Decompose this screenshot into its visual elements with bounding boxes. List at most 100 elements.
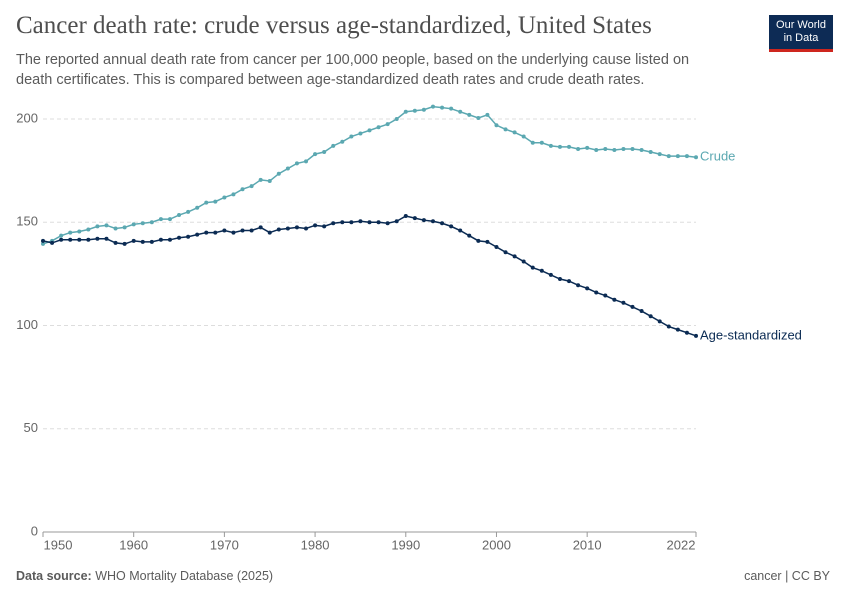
- data-point: [86, 227, 91, 232]
- data-point: [95, 236, 100, 241]
- data-point: [675, 327, 680, 332]
- data-point: [267, 230, 272, 235]
- data-point: [149, 239, 154, 244]
- data-point: [358, 219, 363, 224]
- data-point: [476, 115, 481, 120]
- data-point: [122, 225, 127, 230]
- data-point: [240, 187, 245, 192]
- data-point: [113, 226, 118, 231]
- x-tick-label: 2000: [482, 537, 511, 552]
- data-point: [222, 228, 227, 233]
- data-point: [494, 245, 499, 250]
- logo[interactable]: Our World in Data: [769, 15, 833, 52]
- data-point: [267, 178, 272, 183]
- data-point: [231, 192, 236, 197]
- data-point: [512, 254, 517, 259]
- data-point: [494, 123, 499, 128]
- data-point: [213, 199, 218, 204]
- data-point: [122, 241, 127, 246]
- data-point: [403, 109, 408, 114]
- data-point: [131, 238, 136, 243]
- data-point: [167, 217, 172, 222]
- data-point: [557, 144, 562, 149]
- data-point: [77, 229, 82, 234]
- data-point: [68, 230, 73, 235]
- data-point: [476, 238, 481, 243]
- data-point: [521, 134, 526, 139]
- data-point: [113, 240, 118, 245]
- x-tick-label: 1950: [44, 537, 73, 552]
- data-point: [149, 220, 154, 225]
- data-point: [612, 147, 617, 152]
- data-point: [394, 117, 399, 121]
- data-point: [449, 106, 454, 111]
- data-point: [675, 154, 680, 159]
- data-point: [648, 150, 653, 155]
- data-point: [449, 224, 454, 229]
- subtitle: The reported annual death rate from canc…: [16, 52, 690, 88]
- data-point: [177, 235, 182, 240]
- data-point: [630, 304, 635, 309]
- data-point: [367, 128, 372, 133]
- data-point: [385, 122, 390, 127]
- data-point: [331, 143, 336, 148]
- data-point: [412, 216, 417, 221]
- data-point: [285, 226, 290, 231]
- data-point: [467, 112, 472, 117]
- data-point: [349, 134, 354, 139]
- y-tick-label: 100: [16, 317, 38, 332]
- data-point: [657, 319, 662, 324]
- data-point: [421, 218, 426, 223]
- data-point: [258, 225, 263, 230]
- data-point: [458, 228, 463, 233]
- source: Data source: WHO Mortality Database (202…: [16, 569, 273, 583]
- data-point: [485, 239, 490, 244]
- data-point: [222, 195, 227, 200]
- data-point: [104, 223, 109, 228]
- data-point: [621, 146, 626, 151]
- data-point: [394, 219, 399, 224]
- data-point: [430, 104, 435, 109]
- data-point: [186, 234, 191, 239]
- data-point: [195, 232, 200, 237]
- source-label: Data source:: [16, 569, 92, 583]
- data-point: [430, 219, 435, 224]
- x-tick-label: 1970: [210, 537, 239, 552]
- data-point: [485, 112, 490, 117]
- data-point: [567, 279, 572, 284]
- y-tick-label: 50: [24, 420, 38, 435]
- data-point: [440, 105, 445, 110]
- data-point: [231, 230, 236, 235]
- data-point: [131, 222, 136, 227]
- title: Cancer death rate: crude versus age-stan…: [16, 12, 652, 39]
- data-point: [294, 225, 299, 230]
- data-point: [340, 220, 345, 225]
- data-point: [313, 223, 318, 228]
- logo-line: in Data: [783, 32, 819, 44]
- data-point: [657, 152, 662, 157]
- data-point: [467, 233, 472, 238]
- data-point: [285, 166, 290, 171]
- data-point: [213, 230, 218, 235]
- data-point: [50, 240, 55, 245]
- data-point: [204, 230, 209, 235]
- data-point: [68, 237, 73, 242]
- series-line: [42, 215, 697, 337]
- data-point: [412, 108, 417, 113]
- data-point: [585, 286, 590, 291]
- data-point: [140, 221, 145, 226]
- data-point: [576, 146, 581, 151]
- data-point: [503, 250, 508, 255]
- data-point: [585, 145, 590, 150]
- data-point: [140, 239, 145, 244]
- logo-line: Our World: [776, 19, 826, 31]
- data-point: [621, 300, 626, 305]
- data-point: [530, 140, 535, 145]
- data-point: [666, 154, 671, 159]
- data-point: [594, 290, 599, 295]
- data-point: [567, 144, 572, 149]
- data-point: [41, 241, 45, 246]
- data-point: [403, 214, 408, 219]
- data-point: [59, 233, 64, 238]
